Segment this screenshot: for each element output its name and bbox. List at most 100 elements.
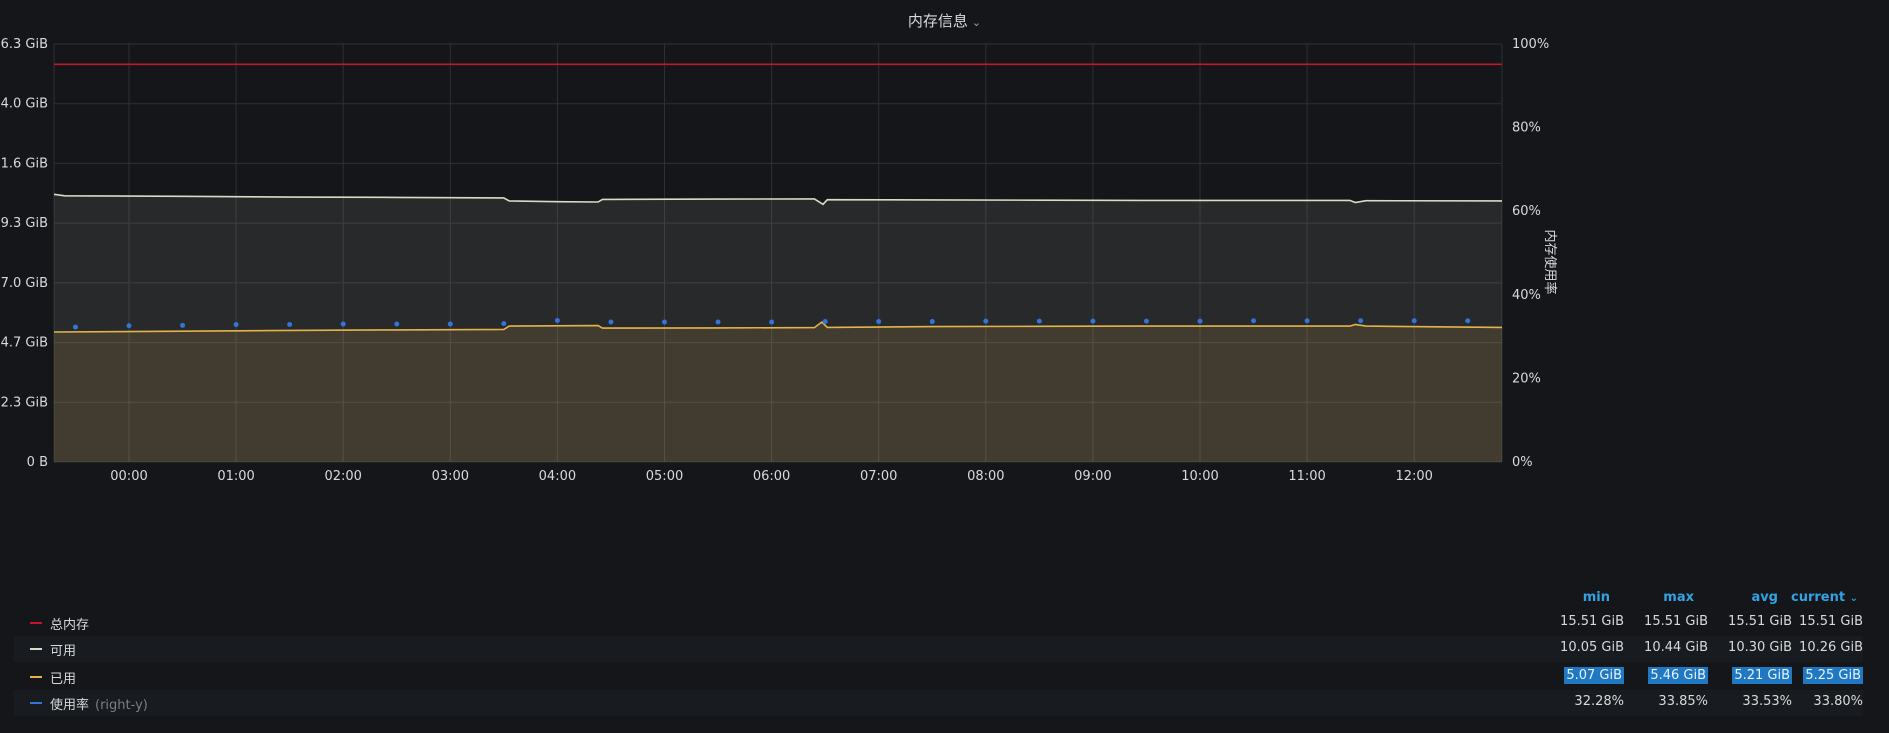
- chart-points: [72, 318, 1471, 330]
- x-tick-label: 00:00: [110, 469, 147, 484]
- usage-point: [126, 323, 132, 329]
- series-swatch-icon[interactable]: [30, 648, 42, 650]
- series-name[interactable]: 使用率 (right-y): [50, 698, 148, 713]
- series-swatch-icon[interactable]: [30, 676, 42, 678]
- y-tick-label-right: 0%: [1512, 455, 1533, 470]
- usage-point: [180, 322, 186, 328]
- usage-point: [1090, 318, 1096, 324]
- x-tick-label: 03:00: [432, 469, 469, 484]
- usage-point: [501, 321, 507, 327]
- panel-title-text: 内存信息: [907, 12, 968, 30]
- usage-point: [1465, 318, 1471, 324]
- usage-point: [394, 321, 400, 327]
- usage-point: [929, 319, 935, 325]
- series-name[interactable]: 已用: [50, 672, 77, 687]
- legend-max: 10.44 GiB: [1644, 640, 1708, 655]
- y-tick-label-right: 100%: [1512, 37, 1549, 52]
- legend-header-current-label: current: [1791, 590, 1846, 605]
- legend-min: 5.07 GiB: [1564, 667, 1624, 684]
- x-tick-label: 01:00: [217, 469, 254, 484]
- usage-point: [1197, 318, 1203, 324]
- usage-point: [554, 318, 560, 324]
- legend-max: 5.46 GiB: [1648, 667, 1708, 684]
- legend-current: 10.26 GiB: [1799, 640, 1863, 655]
- x-tick-label: 12:00: [1395, 469, 1432, 484]
- usage-point: [72, 324, 78, 330]
- panel-title[interactable]: 内存信息 ⌄: [0, 10, 1889, 31]
- y-tick-label-right: 20%: [1512, 371, 1541, 386]
- legend-current: 15.51 GiB: [1799, 614, 1863, 629]
- y-tick-label-right: 80%: [1512, 121, 1541, 136]
- chevron-down-icon[interactable]: ⌄: [971, 16, 982, 29]
- legend-row-usage[interactable]: 使用率 (right-y) 32.28% 33.85% 33.53% 33.80%: [14, 690, 1863, 716]
- x-tick-label: 10:00: [1181, 469, 1218, 484]
- legend-max: 33.85%: [1658, 694, 1708, 709]
- usage-point: [715, 319, 721, 325]
- usage-point: [340, 321, 346, 327]
- legend-min: 15.51 GiB: [1560, 614, 1624, 629]
- y-tick-label-left: 9.3 GiB: [1, 216, 48, 231]
- x-tick-label: 02:00: [324, 469, 361, 484]
- x-tick-label: 11:00: [1288, 469, 1325, 484]
- series-swatch-icon[interactable]: [30, 622, 42, 624]
- y-axis-right-title: 内存使用率: [1542, 229, 1558, 294]
- chart-grid: [53, 43, 1503, 463]
- legend-header-avg[interactable]: avg: [1751, 590, 1778, 605]
- y-tick-label-left: 16.3 GiB: [0, 37, 48, 52]
- x-tick-label: 06:00: [753, 469, 790, 484]
- x-tick-label: 04:00: [539, 469, 576, 484]
- legend-current: 5.25 GiB: [1803, 667, 1863, 684]
- usage-point: [1251, 318, 1257, 324]
- legend-current: 33.80%: [1813, 694, 1863, 709]
- usage-point: [233, 321, 239, 327]
- legend-avg: 10.30 GiB: [1728, 640, 1792, 655]
- usage-point: [608, 319, 614, 325]
- y-tick-label-left: 11.6 GiB: [0, 156, 48, 171]
- series-name[interactable]: 可用: [50, 644, 77, 659]
- series-line: [53, 193, 1503, 206]
- y-tick-label-right: 40%: [1512, 288, 1541, 303]
- y-axis-left: 0 B 2.3 GiB 4.7 GiB 7.0 GiB 9.3 GiB 11.6 GiB 1…: [0, 37, 48, 470]
- chart-lines: [53, 63, 1503, 333]
- legend-avg: 5.21 GiB: [1732, 667, 1792, 684]
- y-tick-label-left: 0 B: [27, 455, 48, 470]
- y-tick-label-left: 2.3 GiB: [1, 395, 48, 410]
- legend-min: 10.05 GiB: [1560, 640, 1624, 655]
- legend-header-max[interactable]: max: [1663, 590, 1694, 605]
- usage-point: [1304, 318, 1310, 324]
- y-tick-label-left: 14.0 GiB: [0, 97, 48, 112]
- x-tick-label: 05:00: [646, 469, 683, 484]
- legend-header: min max avg current ⌄: [0, 586, 1889, 610]
- y-axis-right: 0% 20% 40% 60% 80% 100%: [1512, 37, 1549, 470]
- series-swatch-icon[interactable]: [30, 702, 42, 704]
- legend-avg: 15.51 GiB: [1728, 614, 1792, 629]
- y-tick-label-left: 4.7 GiB: [1, 336, 48, 351]
- usage-point: [1143, 318, 1149, 324]
- x-axis: 00:00 01:00 02:00 03:00 04:00 05:00 06:00 07:00…: [110, 469, 1433, 484]
- x-tick-label: 09:00: [1074, 469, 1111, 484]
- series-name[interactable]: 总内存: [50, 618, 90, 633]
- usage-point: [662, 319, 667, 325]
- legend-avg: 33.53%: [1742, 694, 1792, 709]
- legend-header-current[interactable]: current ⌄: [1782, 590, 1858, 605]
- usage-point: [447, 321, 453, 327]
- usage-point: [876, 319, 882, 325]
- legend-max: 15.51 GiB: [1644, 614, 1708, 629]
- usage-point: [983, 318, 989, 324]
- memory-chart[interactable]: 0 B 2.3 GiB 4.7 GiB 7.0 GiB 9.3 GiB 11.6 GiB 1…: [0, 0, 1889, 586]
- legend-header-min[interactable]: min: [1582, 590, 1610, 605]
- legend-min: 32.28%: [1574, 694, 1624, 709]
- usage-point: [1411, 318, 1417, 324]
- usage-point: [822, 319, 828, 325]
- usage-point: [287, 321, 293, 327]
- legend-row-total[interactable]: 总内存 15.51 GiB 15.51 GiB 15.51 GiB 15.51 …: [14, 610, 1863, 636]
- series-line: [53, 320, 1503, 333]
- legend-row-available[interactable]: 可用 10.05 GiB 10.44 GiB 10.30 GiB 10.26 G…: [14, 636, 1863, 662]
- x-tick-label: 08:00: [967, 469, 1004, 484]
- sort-chevron-icon: ⌄: [1849, 593, 1858, 604]
- y-tick-label-right: 60%: [1512, 204, 1541, 219]
- usage-point: [1358, 318, 1364, 324]
- usage-point: [1036, 318, 1042, 324]
- series-area: [54, 322, 1502, 462]
- legend-row-used[interactable]: 已用 5.07 GiB 5.46 GiB 5.21 GiB 5.25 GiB: [14, 664, 1863, 690]
